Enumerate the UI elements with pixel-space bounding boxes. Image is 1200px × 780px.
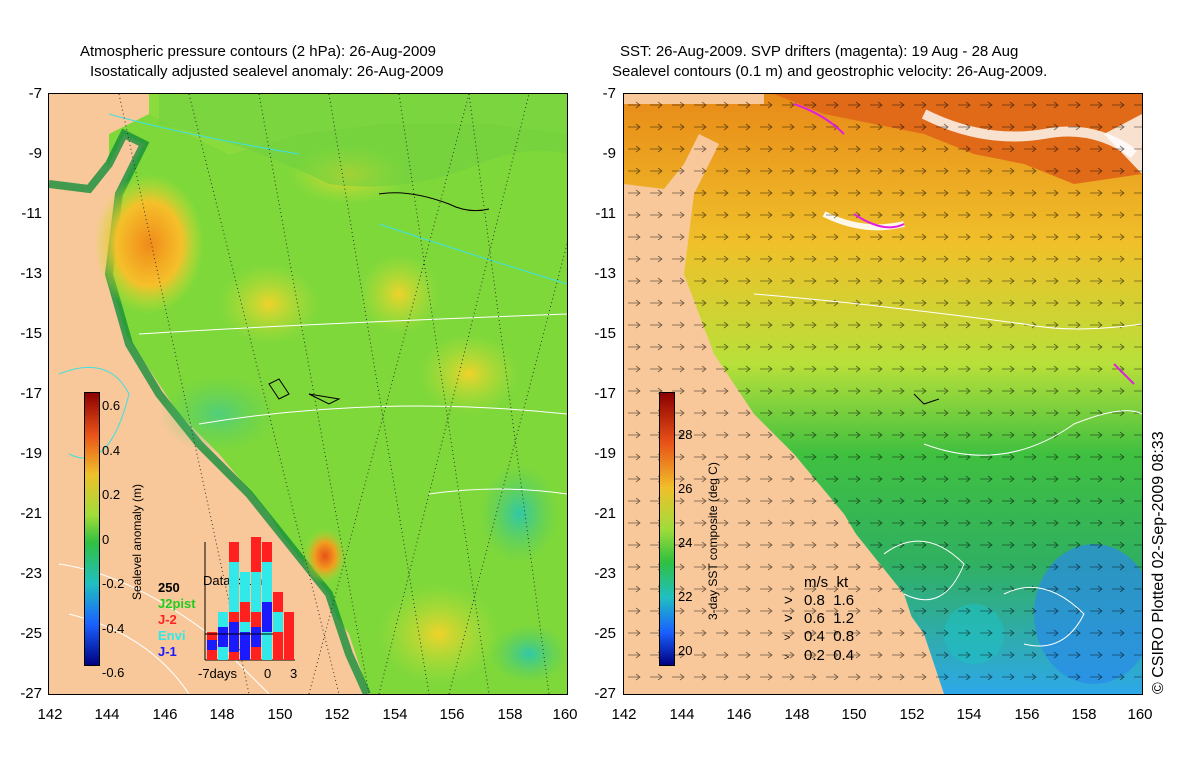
x-axis-label: 146 <box>152 706 178 723</box>
x-axis-label: 144 <box>94 706 120 723</box>
y-axis-label: -15 <box>20 325 42 342</box>
sla-colorbar-tick: 0.6 <box>102 398 121 413</box>
inset-xlabel-end: 3 <box>290 666 298 681</box>
x-axis-label: 158 <box>1071 706 1097 723</box>
speed-legend-ms: 0.8 <box>804 592 825 609</box>
speed-legend-ms: 0.6 <box>804 610 825 627</box>
x-axis-label: 152 <box>324 706 350 723</box>
sla-colorbar-tick: -0.6 <box>102 665 125 680</box>
x-axis-label: 148 <box>784 706 810 723</box>
credit-text: © CSIRO Plotted 02-Sep-2009 08:33 <box>1150 431 1167 694</box>
y-axis-label: -17 <box>594 385 616 402</box>
y-axis-label: -13 <box>594 265 616 282</box>
y-axis-label: -9 <box>602 145 616 162</box>
sst-colorbar <box>659 392 675 666</box>
y-axis-label: -27 <box>594 685 616 702</box>
y-axis-label: -25 <box>20 625 42 642</box>
inset-legend-j1: J-1 <box>158 644 177 659</box>
sst-colorbar-label: 3-day SST composite (deg C) <box>706 462 720 620</box>
inset-ytick: 250 <box>158 580 180 595</box>
x-axis-label: 142 <box>37 706 63 723</box>
y-axis-label: -19 <box>594 445 616 462</box>
speed-legend: m/s kt >0.8 1.6 >0.6 1.2 >0.4 0.8 >0.2 0… <box>784 574 854 666</box>
ocean-sla-field <box>99 114 567 694</box>
sst-colorbar-tick: 22 <box>678 589 693 604</box>
y-axis-label: -21 <box>20 505 42 522</box>
sla-map <box>48 93 568 695</box>
x-axis-label: 144 <box>669 706 695 723</box>
sla-colorbar-tick: -0.2 <box>102 576 125 591</box>
inset-xlabel-zero: 0 <box>264 666 272 681</box>
arrow-icon: > <box>784 632 791 644</box>
y-axis-label: -9 <box>28 145 42 162</box>
sla-colorbar-label: Sealevel anomaly (m) <box>130 483 144 600</box>
x-axis-label: 154 <box>382 706 408 723</box>
y-axis-label: -13 <box>20 265 42 282</box>
speed-legend-ms-header: m/s <box>804 574 829 591</box>
left-title-line1: Atmospheric pressure contours (2 hPa): 2… <box>80 43 437 60</box>
x-axis-label: 156 <box>1014 706 1040 723</box>
data-count-histogram <box>204 537 295 661</box>
sst-colorbar-tick: 20 <box>678 643 693 658</box>
y-axis-label: -27 <box>20 685 42 702</box>
y-axis-label: -23 <box>594 565 616 582</box>
sla-colorbar <box>84 392 100 666</box>
speed-legend-kt: 0.4 <box>833 647 855 664</box>
sst-map <box>623 93 1143 695</box>
y-axis-label: -25 <box>594 625 616 642</box>
x-axis-label: 154 <box>956 706 982 723</box>
speed-legend-ms: 0.4 <box>804 628 825 645</box>
arrow-icon: > <box>784 592 793 609</box>
x-axis-label: 152 <box>899 706 925 723</box>
arrow-icon: > <box>784 652 790 662</box>
sst-colorbar-tick: 24 <box>678 535 693 550</box>
y-axis-label: -11 <box>595 205 616 222</box>
inset-legend-envi: Envi <box>158 628 186 643</box>
sla-colorbar-tick: 0.4 <box>102 442 121 458</box>
inset-legend-j2: J-2 <box>158 612 177 627</box>
x-axis-label: 142 <box>611 706 637 723</box>
x-axis-label: 146 <box>726 706 752 723</box>
sla-colorbar-tick: 0.2 <box>102 487 121 502</box>
y-axis-label: -11 <box>21 205 42 222</box>
y-axis-label: -23 <box>20 565 42 582</box>
x-axis-label: 156 <box>439 706 465 723</box>
right-title-line2: Sealevel contours (0.1 m) and geostrophi… <box>612 63 1048 80</box>
inset-legend-j2pist: J2pist <box>158 596 196 611</box>
sst-colorbar-tick: 26 <box>678 481 693 496</box>
sst-colorbar-tick: 28 <box>678 427 693 442</box>
x-axis-label: 160 <box>552 706 578 723</box>
x-axis-label: 148 <box>209 706 235 723</box>
y-axis-label: -15 <box>594 325 616 342</box>
arrow-icon: > <box>784 610 793 627</box>
sla-colorbar-tick: 0 <box>102 531 110 547</box>
y-axis-label: -7 <box>602 85 616 102</box>
speed-legend-ms: 0.2 <box>804 647 825 664</box>
y-axis-label: -21 <box>594 505 616 522</box>
histogram-bars <box>207 537 294 660</box>
sla-colorbar-tick: -0.4 <box>102 620 125 636</box>
left-title-line2: Isostatically adjusted sealevel anomaly:… <box>90 63 444 80</box>
y-axis-label: -17 <box>20 385 42 402</box>
right-title-line1: SST: 26-Aug-2009. SVP drifters (magenta)… <box>620 43 1019 60</box>
x-axis-label: 158 <box>497 706 523 723</box>
inset-xlabel-start: -7days <box>198 666 238 681</box>
speed-legend-kt: 1.2 <box>833 610 855 627</box>
speed-legend-kt-header: kt <box>836 574 849 591</box>
speed-legend-kt: 0.8 <box>833 628 855 645</box>
y-axis-label: -19 <box>20 445 42 462</box>
x-axis-label: 150 <box>841 706 867 723</box>
speed-legend-kt: 1.6 <box>833 592 855 609</box>
y-axis-label: -7 <box>28 85 42 102</box>
x-axis-label: 160 <box>1127 706 1153 723</box>
x-axis-label: 150 <box>267 706 293 723</box>
